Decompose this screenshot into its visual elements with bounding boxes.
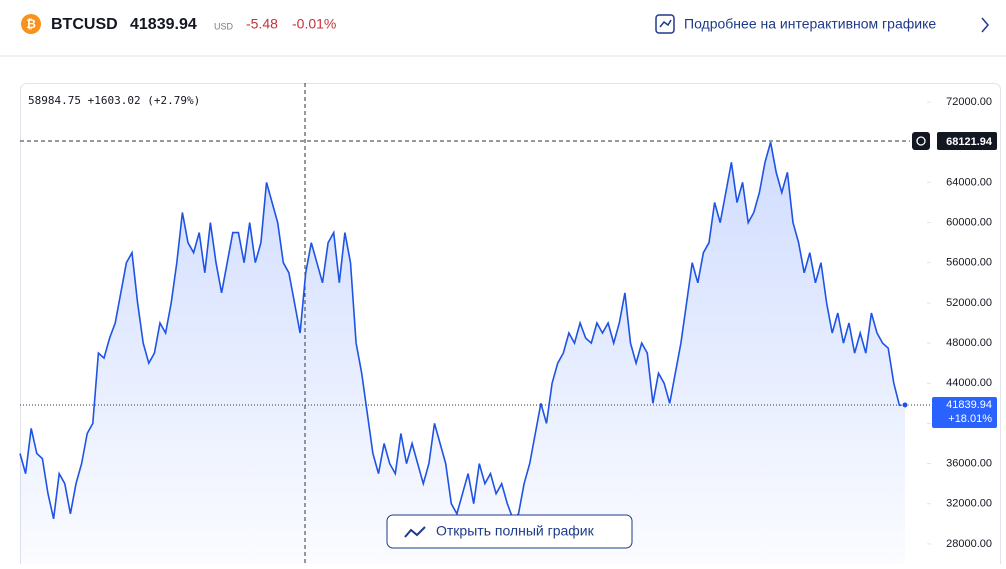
area <box>20 142 905 564</box>
open-chart-button[interactable] <box>386 514 633 549</box>
link-chevron <box>981 17 989 33</box>
y-tick-label: 28000.00 <box>946 538 992 550</box>
change: -5.48 <box>246 16 278 32</box>
y-tick-label: 36000.00 <box>946 457 992 469</box>
coin-symbol: ₿ <box>26 17 36 31</box>
symbol: BTCUSD <box>51 16 118 33</box>
y-tick-label: 60000.00 <box>946 216 992 228</box>
crosshair-label: 68121.94 <box>946 136 993 148</box>
button-label[interactable]: Открыть полный график <box>436 523 595 539</box>
change-pct: -0.01% <box>292 16 336 32</box>
plot: 28000.0032000.0036000.0040000.0044000.00… <box>19 83 997 564</box>
line <box>19 141 906 521</box>
link-icon-line <box>659 19 672 28</box>
y-tick-label: 52000.00 <box>946 297 992 309</box>
interactive-link[interactable]: Подробнее на интерактивном графике <box>684 16 936 32</box>
price: 41839.94 <box>130 16 197 33</box>
last-price-bg <box>932 396 997 428</box>
last-price-label: 41839.94 <box>946 399 992 411</box>
last-change-label: +18.01% <box>948 413 992 425</box>
last-point <box>901 401 909 409</box>
y-tick-label: 44000.00 <box>946 377 992 389</box>
info: 58984.75 +1603.02 (+2.79%) <box>28 94 200 107</box>
y-tick-label: 56000.00 <box>946 257 992 269</box>
y-tick-label: 32000.00 <box>946 498 992 510</box>
button-icon <box>404 526 426 538</box>
y-tick-label: 48000.00 <box>946 337 992 349</box>
link-icon[interactable] <box>655 14 675 34</box>
y-tick-label: 64000.00 <box>946 176 992 188</box>
coin-icon <box>21 14 41 34</box>
crosshair-label-bg <box>937 132 997 151</box>
alert-icon-dot <box>916 136 926 146</box>
currency: USD <box>214 21 234 31</box>
alert-icon <box>912 132 930 151</box>
y-tick-label: 72000.00 <box>946 96 992 108</box>
